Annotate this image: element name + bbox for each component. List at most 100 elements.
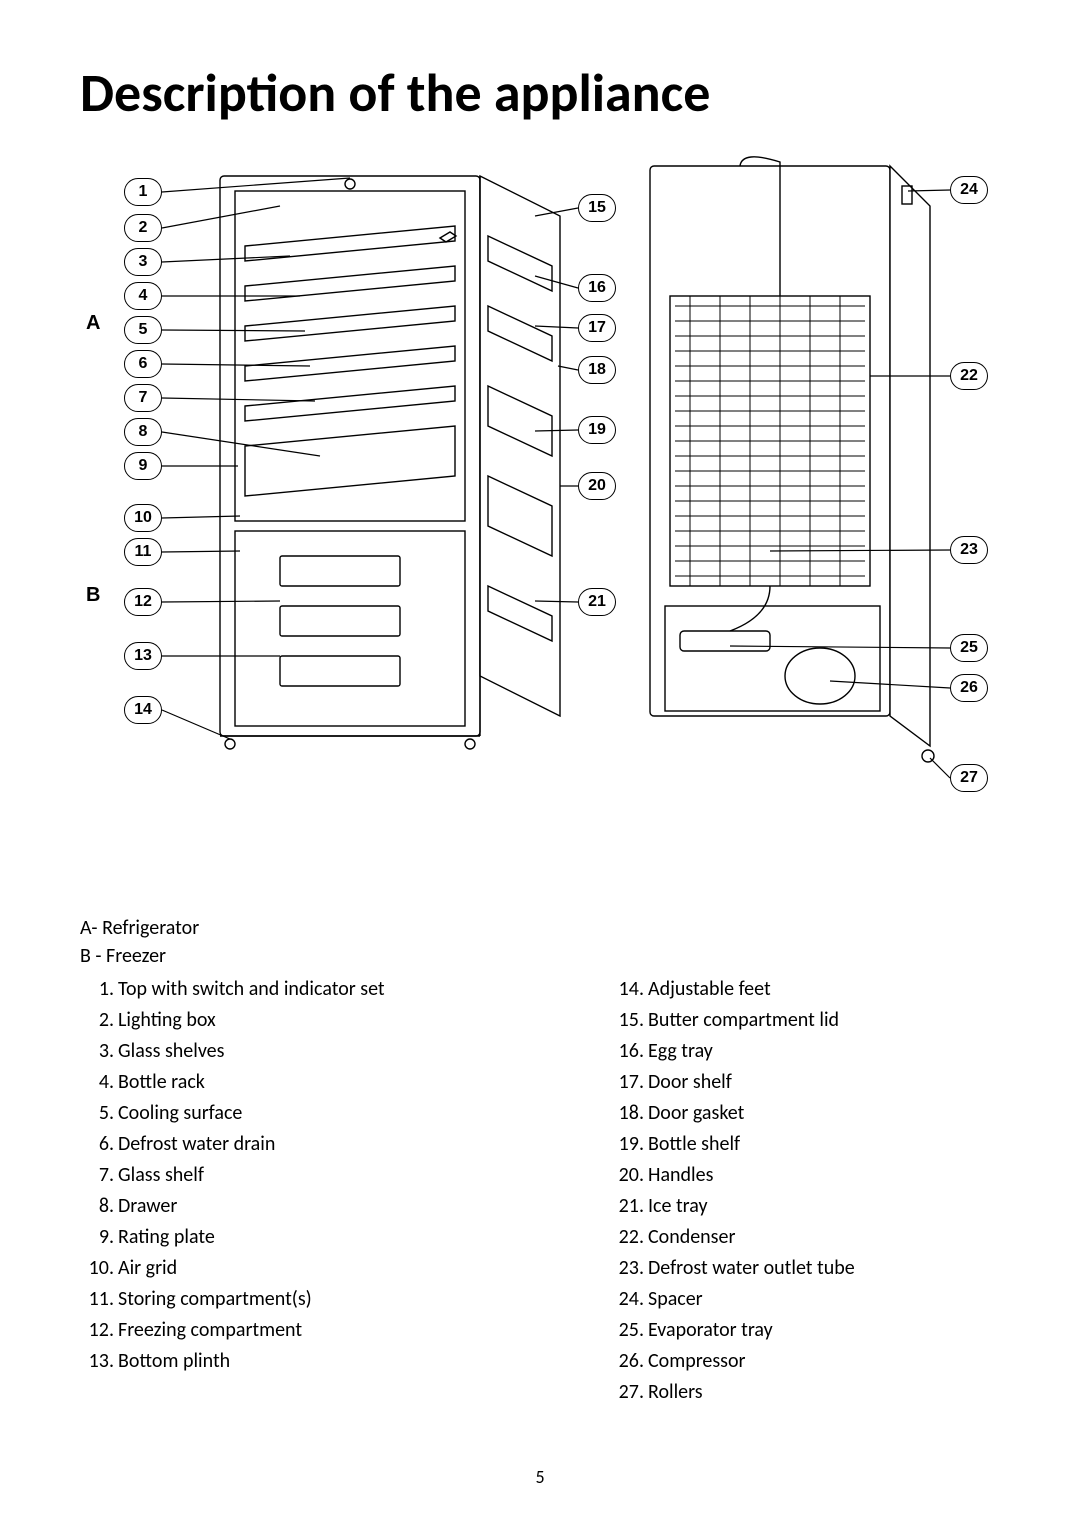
callout-11: 11 [124, 538, 162, 566]
part-row: 8. Drawer [80, 1191, 470, 1222]
part-number: 14. [610, 974, 644, 1005]
part-number: 23. [610, 1253, 644, 1284]
part-number: 13. [80, 1346, 114, 1377]
part-number: 27. [610, 1377, 644, 1408]
part-number: 1. [80, 974, 114, 1005]
part-number: 24. [610, 1284, 644, 1315]
callout-27: 27 [950, 764, 988, 792]
part-row: 3. Glass shelves [80, 1036, 470, 1067]
part-label: Condenser [648, 1222, 735, 1253]
callout-13: 13 [124, 642, 162, 670]
part-label: Drawer [118, 1191, 177, 1222]
part-label: Bottle rack [118, 1067, 205, 1098]
part-number: 5. [80, 1098, 114, 1129]
part-label: Egg tray [648, 1036, 713, 1067]
callout-18: 18 [578, 356, 616, 384]
section-header-a: A- Refrigerator [80, 916, 1000, 940]
part-label: Door shelf [648, 1067, 732, 1098]
callout-21: 21 [578, 588, 616, 616]
section-header-b: B - Freezer [80, 944, 1000, 968]
callout-22: 22 [950, 362, 988, 390]
part-row: 16. Egg tray [610, 1036, 1000, 1067]
part-row: 13. Bottom plinth [80, 1346, 470, 1377]
part-label: Handles [648, 1160, 713, 1191]
part-number: 20. [610, 1160, 644, 1191]
page-number: 5 [535, 1466, 544, 1488]
part-number: 7. [80, 1160, 114, 1191]
page-title: Description of the appliance [80, 60, 1000, 126]
part-number: 22. [610, 1222, 644, 1253]
callout-19: 19 [578, 416, 616, 444]
part-row: 17. Door shelf [610, 1067, 1000, 1098]
part-row: 14. Adjustable feet [610, 974, 1000, 1005]
part-row: 12. Freezing compartment [80, 1315, 470, 1346]
part-label: Adjustable feet [648, 974, 771, 1005]
callout-7: 7 [124, 384, 162, 412]
part-label: Rating plate [118, 1222, 215, 1253]
parts-list-left: 1. Top with switch and indicator set2. L… [80, 974, 470, 1408]
part-label: Top with switch and indicator set [118, 974, 385, 1005]
appliance-diagram: A B 123456789101112131415161718192021242… [80, 156, 1000, 856]
part-row: 20. Handles [610, 1160, 1000, 1191]
callout-14: 14 [124, 696, 162, 724]
part-row: 4. Bottle rack [80, 1067, 470, 1098]
part-label: Lighting box [118, 1005, 216, 1036]
part-row: 22. Condenser [610, 1222, 1000, 1253]
section-label-b: B [86, 584, 100, 607]
part-label: Rollers [648, 1377, 703, 1408]
callout-4: 4 [124, 282, 162, 310]
part-label: Compressor [648, 1346, 746, 1377]
section-label-a: A [86, 312, 100, 335]
part-label: Ice tray [648, 1191, 708, 1222]
part-number: 8. [80, 1191, 114, 1222]
part-number: 21. [610, 1191, 644, 1222]
part-number: 12. [80, 1315, 114, 1346]
part-number: 26. [610, 1346, 644, 1377]
part-row: 26. Compressor [610, 1346, 1000, 1377]
part-row: 21. Ice tray [610, 1191, 1000, 1222]
part-row: 15. Butter compartment lid [610, 1005, 1000, 1036]
diagram-svg [80, 156, 1000, 856]
part-row: 1. Top with switch and indicator set [80, 974, 470, 1005]
callout-25: 25 [950, 634, 988, 662]
part-number: 6. [80, 1129, 114, 1160]
part-label: Defrost water outlet tube [648, 1253, 855, 1284]
part-number: 10. [80, 1253, 114, 1284]
part-number: 16. [610, 1036, 644, 1067]
part-label: Butter compartment lid [648, 1005, 839, 1036]
part-label: Glass shelf [118, 1160, 204, 1191]
part-label: Door gasket [648, 1098, 744, 1129]
callout-17: 17 [578, 314, 616, 342]
part-number: 9. [80, 1222, 114, 1253]
part-row: 24. Spacer [610, 1284, 1000, 1315]
part-label: Evaporator tray [648, 1315, 773, 1346]
part-number: 15. [610, 1005, 644, 1036]
part-label: Storing compartment(s) [118, 1284, 312, 1315]
callout-8: 8 [124, 418, 162, 446]
part-label: Bottle shelf [648, 1129, 740, 1160]
callout-20: 20 [578, 472, 616, 500]
callout-16: 16 [578, 274, 616, 302]
part-row: 5. Cooling surface [80, 1098, 470, 1129]
parts-lists: 1. Top with switch and indicator set2. L… [80, 974, 1000, 1408]
part-number: 3. [80, 1036, 114, 1067]
part-number: 11. [80, 1284, 114, 1315]
part-row: 11. Storing compartment(s) [80, 1284, 470, 1315]
part-number: 4. [80, 1067, 114, 1098]
part-row: 7. Glass shelf [80, 1160, 470, 1191]
callout-5: 5 [124, 316, 162, 344]
part-row: 19. Bottle shelf [610, 1129, 1000, 1160]
part-label: Air grid [118, 1253, 177, 1284]
part-label: Spacer [648, 1284, 703, 1315]
callout-2: 2 [124, 214, 162, 242]
callout-6: 6 [124, 350, 162, 378]
parts-list-right: 14. Adjustable feet15. Butter compartmen… [610, 974, 1000, 1408]
part-number: 2. [80, 1005, 114, 1036]
callout-9: 9 [124, 452, 162, 480]
callout-24: 24 [950, 176, 988, 204]
part-row: 9. Rating plate [80, 1222, 470, 1253]
part-label: Glass shelves [118, 1036, 224, 1067]
part-number: 19. [610, 1129, 644, 1160]
callout-15: 15 [578, 194, 616, 222]
part-row: 2. Lighting box [80, 1005, 470, 1036]
